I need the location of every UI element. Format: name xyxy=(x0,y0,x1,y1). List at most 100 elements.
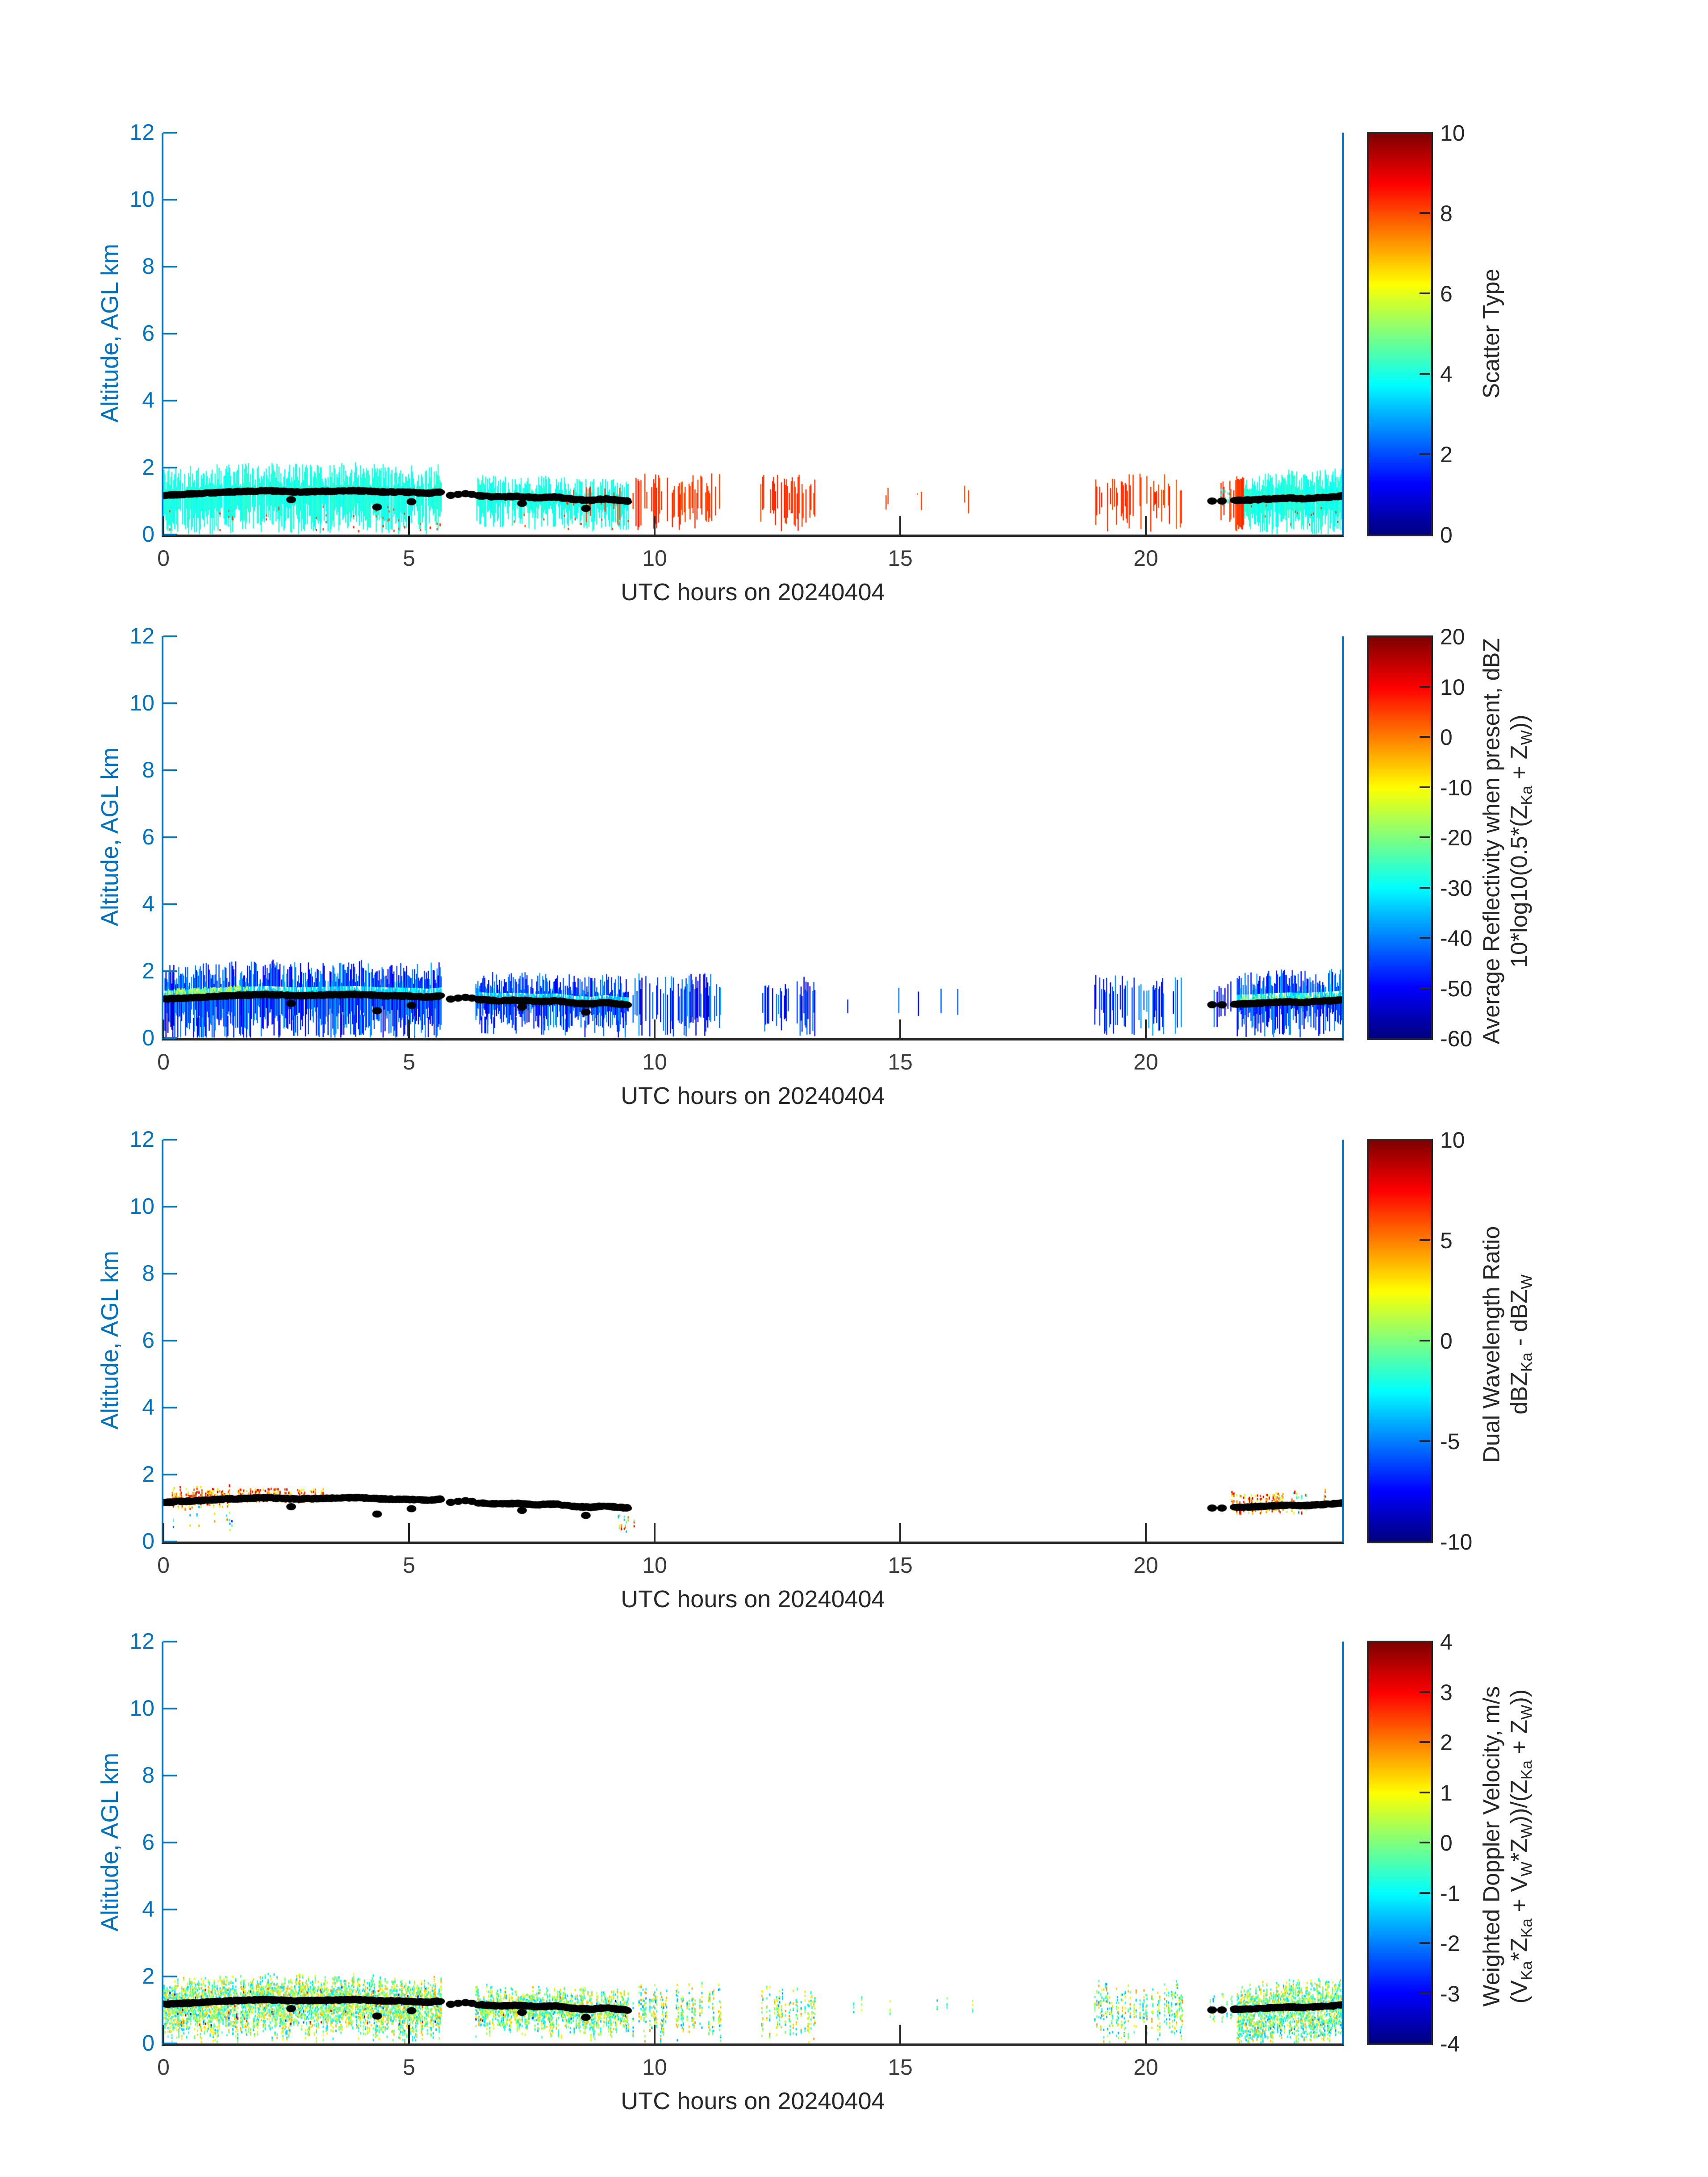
x-tick-label: 5 xyxy=(403,2055,415,2080)
y-tick-label: 0 xyxy=(142,1529,155,1554)
y-tick-mark xyxy=(163,702,177,704)
x-tick-label: 15 xyxy=(888,1049,913,1074)
heatmap-canvas xyxy=(163,636,1342,1038)
colorbar-tick-label: -50 xyxy=(1440,976,1473,1001)
colorbar-tick-mark xyxy=(1420,786,1430,788)
x-axis-label: UTC hours on 20240404 xyxy=(621,1082,885,1109)
x-tick-label: 20 xyxy=(1133,1553,1158,1578)
x-tick-mark xyxy=(654,1020,656,1038)
colorbar-gradient xyxy=(1369,637,1431,1038)
colorbar-tick-mark xyxy=(1420,1239,1430,1241)
colorbar-tick-label: 10 xyxy=(1440,674,1465,700)
x-tick-mark xyxy=(899,516,901,535)
colorbar-tick-label: 2 xyxy=(1440,1730,1453,1755)
y-tick-mark xyxy=(163,1273,177,1274)
x-tick-mark xyxy=(899,1523,901,1542)
x-axis-label: UTC hours on 20240404 xyxy=(621,2088,885,2114)
y-tick-mark xyxy=(163,1037,177,1039)
colorbar-tick-mark xyxy=(1420,1942,1430,1944)
y-tick-label: 4 xyxy=(142,891,155,916)
colorbar-tick-label: 0 xyxy=(1440,725,1453,750)
colorbar-label-line: Dual Wavelength Ratio xyxy=(1478,1226,1505,1463)
x-tick-label: 10 xyxy=(642,2055,667,2080)
y-tick-label: 8 xyxy=(142,254,155,279)
colorbar-gradient xyxy=(1369,1642,1431,2043)
y-tick-label: 6 xyxy=(142,824,155,849)
y-tick-label: 4 xyxy=(142,388,155,413)
colorbar-tick-label: 6 xyxy=(1440,281,1453,306)
y-tick-label: 12 xyxy=(129,120,155,145)
x-tick-mark xyxy=(1145,1020,1147,1038)
x-tick-mark xyxy=(163,1523,164,1542)
colorbar xyxy=(1367,1139,1433,1543)
y-tick-label: 12 xyxy=(129,1629,155,1654)
x-tick-label: 15 xyxy=(888,2055,913,2080)
x-tick-label: 15 xyxy=(888,546,913,571)
x-tick-mark xyxy=(163,516,164,535)
y-tick-mark xyxy=(163,836,177,838)
y-tick-mark xyxy=(163,1909,177,1910)
y-tick-label: 6 xyxy=(142,321,155,346)
colorbar xyxy=(1367,1641,1433,2045)
colorbar-tick-mark xyxy=(1420,453,1430,455)
colorbar-tick-label: 3 xyxy=(1440,1680,1453,1705)
colorbar-tick-label: 0 xyxy=(1440,1329,1453,1354)
y-axis-label: Altitude, AGL km xyxy=(96,1250,123,1430)
x-tick-mark xyxy=(408,1020,410,1038)
y-tick-mark xyxy=(163,467,177,468)
y-tick-mark xyxy=(163,970,177,972)
y-tick-mark xyxy=(163,266,177,267)
x-axis-label: UTC hours on 20240404 xyxy=(621,579,885,606)
colorbar-tick-mark xyxy=(1420,1691,1430,1693)
colorbar-tick-mark xyxy=(1420,1340,1430,1341)
x-tick-mark xyxy=(408,1523,410,1542)
colorbar xyxy=(1367,132,1433,536)
colorbar-tick-label: 20 xyxy=(1440,624,1465,649)
colorbar-tick-label: -5 xyxy=(1440,1429,1460,1454)
y-tick-label: 0 xyxy=(142,2031,155,2056)
y-tick-mark xyxy=(163,1708,177,1709)
y-tick-label: 6 xyxy=(142,1328,155,1353)
x-tick-label: 5 xyxy=(403,1553,415,1578)
y-tick-mark xyxy=(163,1842,177,1843)
colorbar-tick-mark xyxy=(1420,987,1430,989)
y-tick-mark xyxy=(163,333,177,334)
colorbar-label-line: Average Reflectivity when present, dBZ xyxy=(1478,638,1505,1045)
colorbar-label: Weighted Doppler Velocity, m/s (VKa*ZKa … xyxy=(1478,1590,1541,2103)
x-tick-mark xyxy=(408,516,410,535)
y-tick-mark xyxy=(163,1206,177,1208)
colorbar-tick-mark xyxy=(1420,1842,1430,1843)
x-tick-label: 5 xyxy=(403,546,415,571)
y-tick-label: 2 xyxy=(142,455,155,480)
y-tick-mark xyxy=(163,1775,177,1776)
colorbar-label-line: (VKa*ZKa + VW*ZW))/(ZKa + ZW)) xyxy=(1506,1689,1536,2004)
colorbar-tick-label: 10 xyxy=(1440,121,1465,146)
y-tick-mark xyxy=(163,1641,177,1642)
colorbar-tick-label: -10 xyxy=(1440,775,1473,800)
x-tick-label: 10 xyxy=(642,546,667,571)
x-tick-label: 0 xyxy=(157,1049,170,1074)
y-tick-label: 6 xyxy=(142,1830,155,1855)
colorbar-tick-label: -40 xyxy=(1440,926,1473,951)
colorbar-tick-mark xyxy=(1420,1791,1430,1793)
colorbar-tick-mark xyxy=(1420,736,1430,738)
colorbar-tick-mark xyxy=(1420,1992,1430,1994)
x-tick-mark xyxy=(408,2025,410,2043)
colorbar-label-line: Scatter Type xyxy=(1478,268,1504,399)
x-tick-mark xyxy=(163,1020,164,1038)
y-tick-label: 0 xyxy=(142,1025,155,1050)
x-tick-label: 5 xyxy=(403,1049,415,1074)
y-tick-mark xyxy=(163,1976,177,1977)
colorbar-gradient xyxy=(1369,1141,1431,1542)
y-tick-mark xyxy=(163,534,177,535)
colorbar-gradient xyxy=(1369,134,1431,535)
colorbar-tick-mark xyxy=(1420,937,1430,939)
heatmap-canvas xyxy=(163,1642,1342,2043)
x-axis-label: UTC hours on 20240404 xyxy=(621,1586,885,1613)
x-tick-mark xyxy=(1145,1523,1147,1542)
y-tick-label: 8 xyxy=(142,757,155,782)
